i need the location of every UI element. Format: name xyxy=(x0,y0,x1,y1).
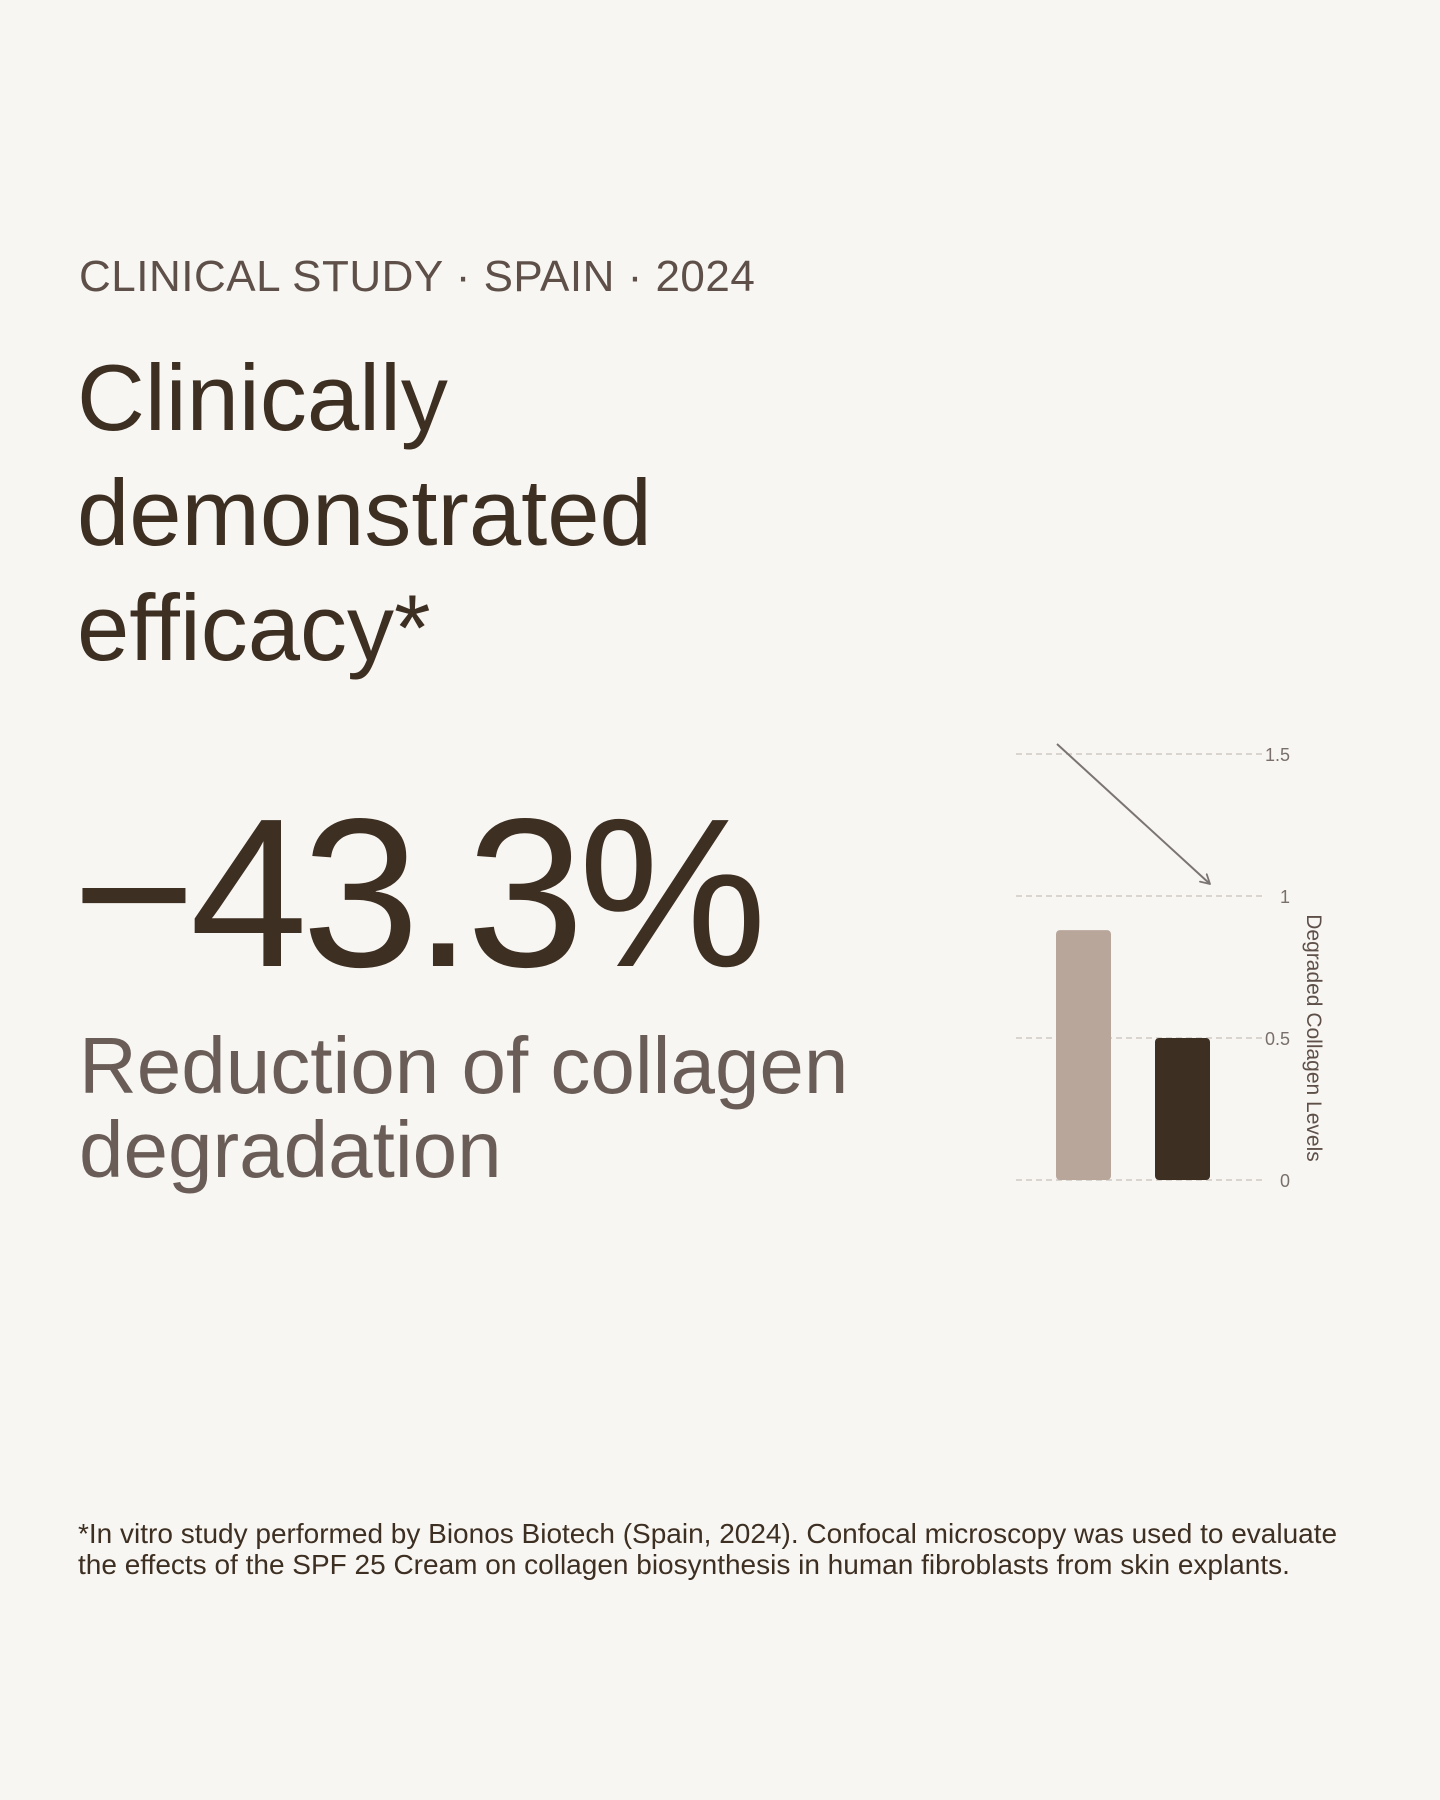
eyebrow: CLINICAL STUDY · SPAIN · 2024 xyxy=(79,252,756,301)
y-tick-label-0: 0 xyxy=(1280,1171,1290,1190)
stat-caption-line-2: degradation xyxy=(79,1105,502,1194)
footnote: *In vitro study performed by Bionos Biot… xyxy=(78,1518,1338,1580)
collagen-bar-chart: 0 0.5 1 1.5 Degraded Collagen Levels xyxy=(1016,743,1325,1190)
y-tick-label-3: 1.5 xyxy=(1265,745,1290,765)
headline-line-2: demonstrated xyxy=(77,460,652,565)
headline-line-1: Clinically xyxy=(77,345,448,450)
trend-arrow xyxy=(1056,743,1211,885)
headline: Clinically demonstrated efficacy* xyxy=(77,340,652,685)
y-axis-label: Degraded Collagen Levels xyxy=(1302,914,1325,1162)
y-tick-label-2: 1 xyxy=(1280,887,1290,907)
bar-1 xyxy=(1056,930,1111,1180)
stat-caption: Reduction of collagen degradation xyxy=(79,1024,848,1192)
headline-line-3: efficacy* xyxy=(77,575,431,680)
bar-2 xyxy=(1155,1038,1210,1180)
stat-caption-line-1: Reduction of collagen xyxy=(79,1021,849,1110)
stat-value: −43.3% xyxy=(72,774,767,1011)
y-tick-label-1: 0.5 xyxy=(1265,1029,1290,1049)
